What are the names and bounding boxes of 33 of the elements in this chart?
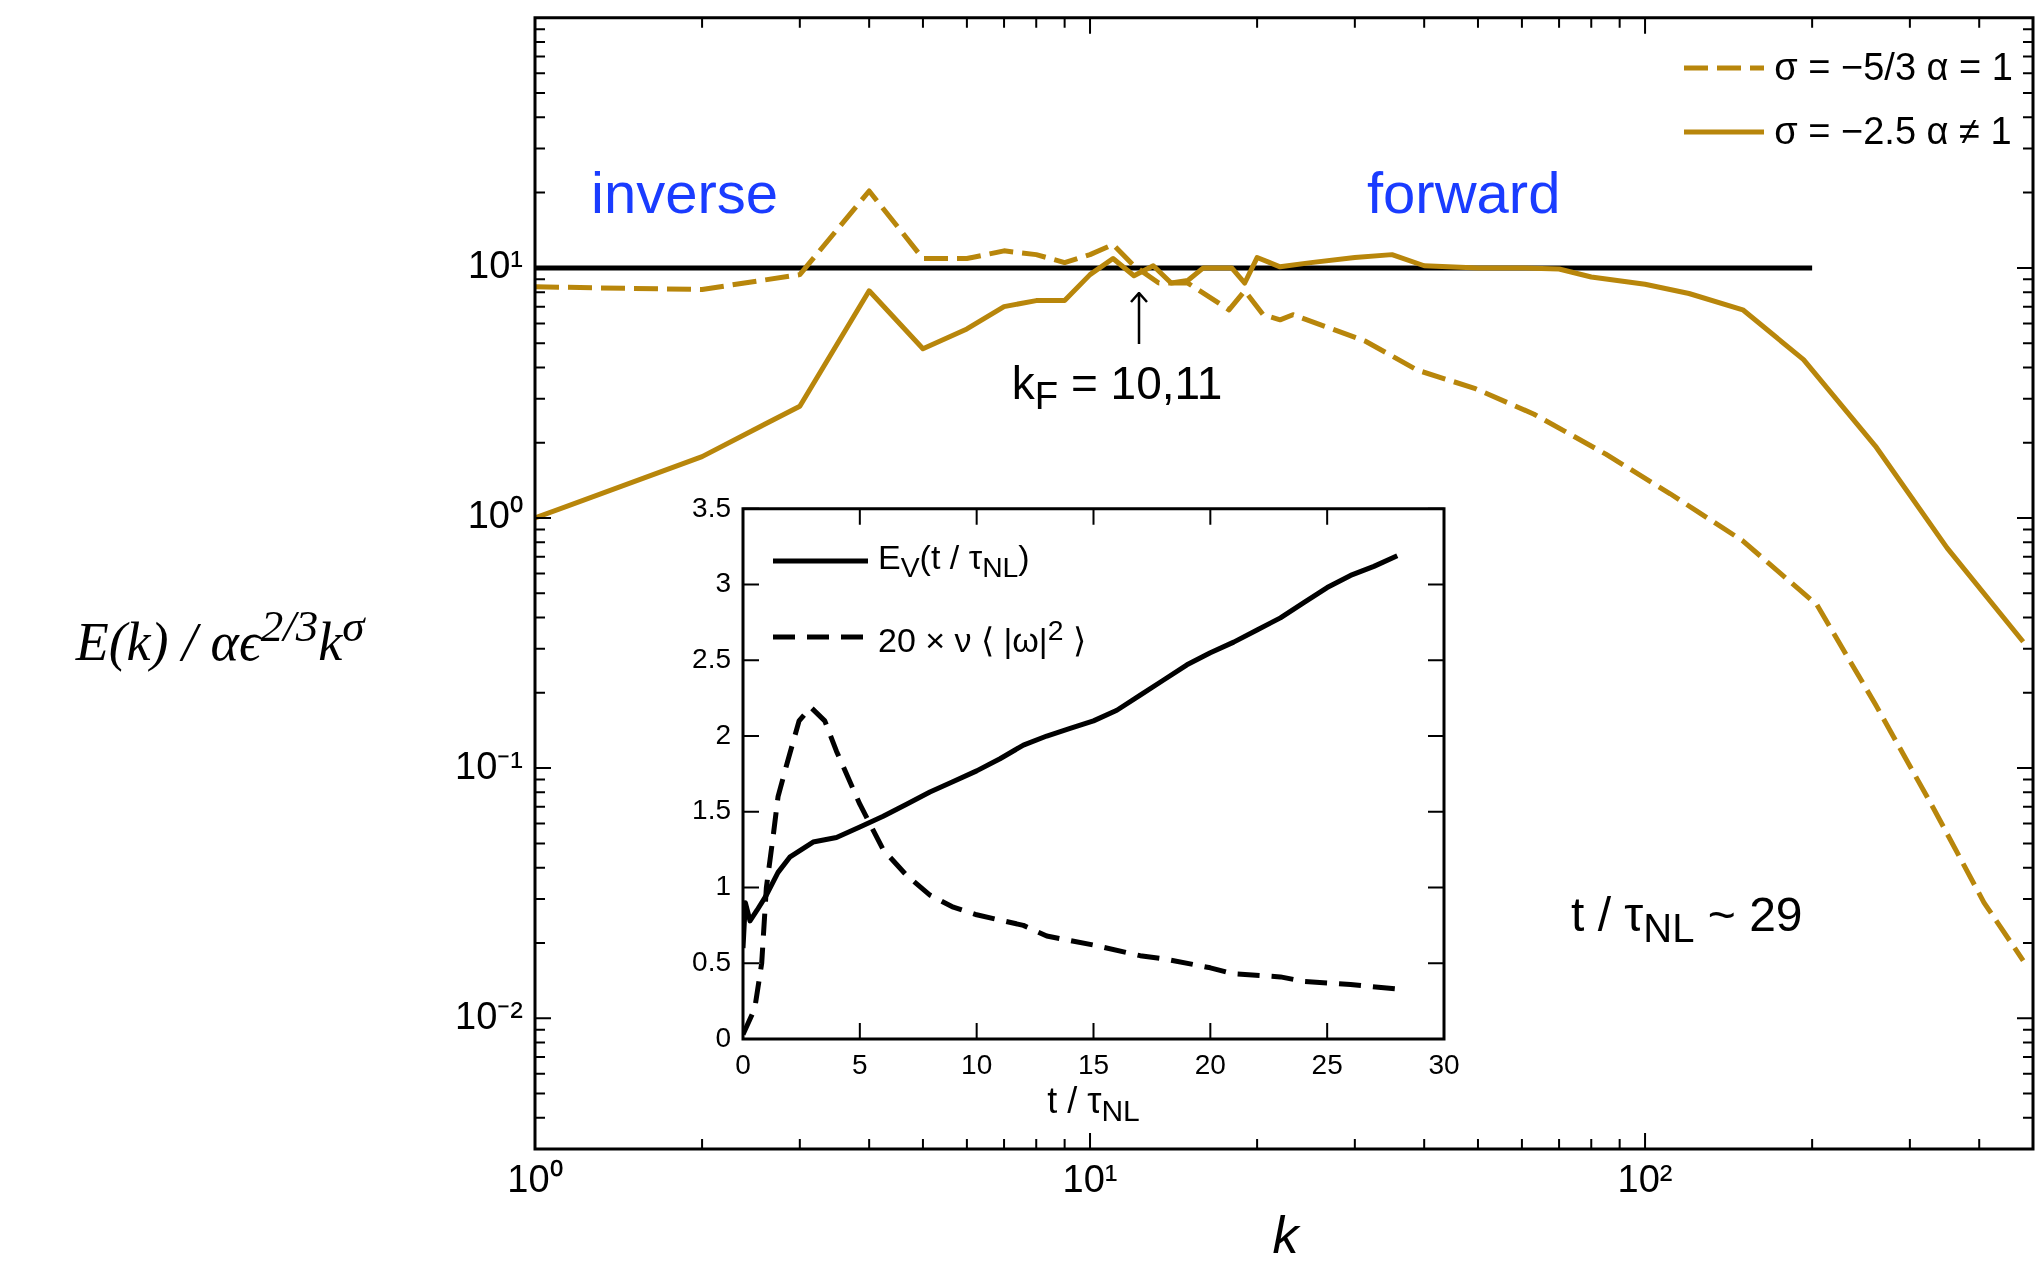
y-tick-label: 0.5 — [692, 945, 731, 977]
x-tick-label: 10⁰ — [507, 1158, 563, 1201]
annotation: forward — [1367, 158, 1561, 226]
annotation: t / τ$_{NL}$ ~ 29 — [1571, 887, 1803, 951]
y-tick-label: 2 — [715, 718, 731, 750]
y-tick-label: 10⁻² — [455, 994, 523, 1037]
x-tick-label: 10² — [1617, 1158, 1673, 1201]
y-tick-label: 3.5 — [692, 491, 731, 523]
y-tick-label: 2.5 — [692, 643, 731, 674]
legend-label: E$_{V}$(t / τ$_{NL}$) — [878, 537, 1030, 584]
y-tick-label: 10⁰ — [467, 494, 523, 537]
x-tick-label: 25 — [1311, 1048, 1343, 1080]
legend-label: σ = −5/3 α = 1 — [1774, 46, 2013, 90]
legend-label: σ = −2.5 α ≠ 1 — [1774, 110, 2012, 154]
annotation: inverse — [591, 158, 778, 226]
legend-label: 20 × ν ⟨ |ω|$^{2}$ ⟩ — [878, 613, 1086, 660]
y-tick-label: 0 — [715, 1021, 731, 1053]
x-tick-label: 20 — [1194, 1048, 1226, 1080]
y-tick-label: 1 — [715, 870, 731, 902]
y-tick-label: 3 — [715, 567, 731, 599]
y-tick-label: 10¹ — [468, 244, 523, 287]
x-tick-label: 10 — [961, 1048, 993, 1080]
y-tick-label: 1.5 — [692, 794, 731, 826]
x-tick-label: 5 — [852, 1048, 868, 1080]
x-axis-title: k — [1271, 1205, 1302, 1265]
y-axis-title: E(k) / αϵ$^{2/3}$k$^{σ}$ — [74, 600, 367, 673]
annotation: k$_{F}$ = 10,11 — [1011, 355, 1223, 419]
y-tick-label: 10⁻¹ — [455, 744, 523, 787]
x-tick-label: 0 — [735, 1048, 751, 1080]
x-axis-title: t / τ$_{NL}$ — [1046, 1080, 1141, 1129]
x-tick-label: 10¹ — [1062, 1158, 1118, 1201]
x-tick-label: 15 — [1077, 1048, 1110, 1080]
x-tick-label: 30 — [1428, 1048, 1460, 1080]
